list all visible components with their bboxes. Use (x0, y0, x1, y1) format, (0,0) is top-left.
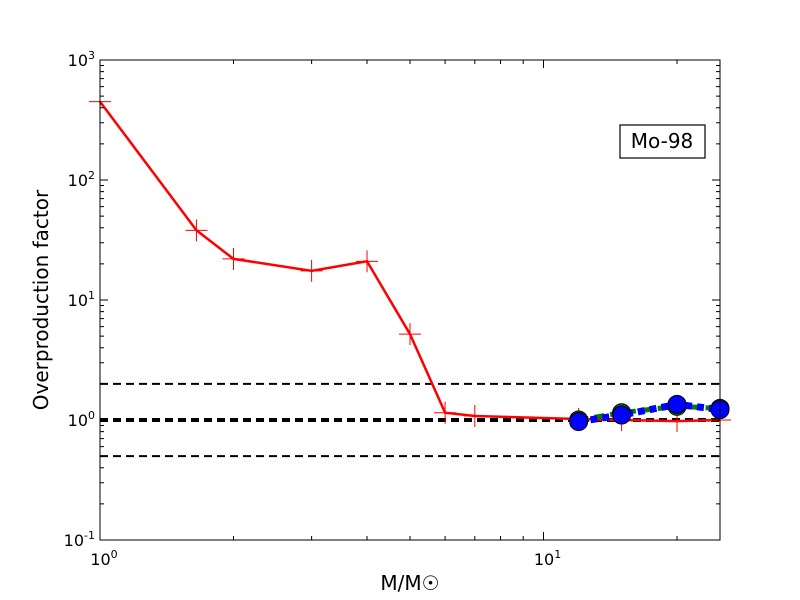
series-0-point (463, 404, 486, 427)
series-0-point (356, 250, 379, 273)
plot-frame (99, 59, 721, 541)
y-tick-label: 103 (68, 49, 95, 70)
series-2-point (569, 412, 589, 432)
y-axis-label: Overproduction factor (29, 189, 53, 410)
y-tick-label: 100 (68, 409, 95, 430)
annotation-box: Mo-98 (619, 124, 706, 159)
y-tick-label: 101 (68, 289, 95, 310)
y-tick-label: 10-1 (64, 529, 95, 550)
series-layer (89, 90, 731, 433)
series-2-point (612, 405, 632, 425)
series-2-line (578, 400, 721, 426)
series-0-point (434, 401, 457, 424)
series-0-point (185, 219, 208, 242)
annotation-frame (619, 124, 706, 159)
plot-area (100, 60, 720, 540)
annotation-label: Mo-98 (631, 129, 694, 153)
x-tick-label: 101 (534, 548, 561, 569)
series-0-point (222, 247, 245, 270)
y-tick-label: 102 (68, 169, 95, 190)
series-0-point (300, 259, 323, 282)
series-2-point (667, 394, 687, 414)
series-0-point (399, 323, 421, 346)
x-tick-label: 100 (90, 548, 117, 569)
x-axis-label: M/M☉ (380, 571, 439, 595)
